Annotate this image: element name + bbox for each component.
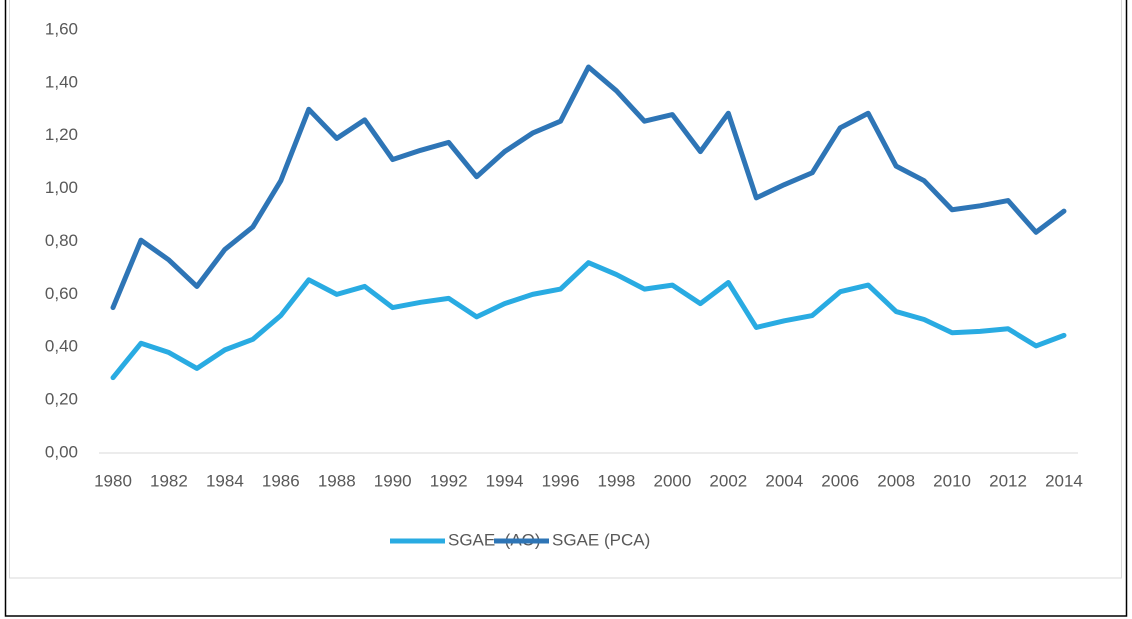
x-tick-label: 2004 <box>765 471 803 490</box>
legend-label: SGAE (PCA) <box>552 530 650 549</box>
y-tick-label: 1,00 <box>45 178 78 197</box>
x-tick-label: 2000 <box>653 471 691 490</box>
x-tick-label: 1986 <box>262 471 300 490</box>
x-tick-label: 2008 <box>877 471 915 490</box>
x-tick-label: 1990 <box>374 471 412 490</box>
x-tick-label: 1998 <box>598 471 636 490</box>
y-tick-label: 0,00 <box>45 442 78 461</box>
x-tick-label: 1994 <box>486 471 524 490</box>
x-tick-label: 2012 <box>989 471 1027 490</box>
y-tick-label: 1,20 <box>45 125 78 144</box>
y-tick-label: 0,40 <box>45 337 78 356</box>
x-tick-label: 1996 <box>542 471 580 490</box>
y-tick-label: 0,60 <box>45 284 78 303</box>
x-tick-label: 2010 <box>933 471 971 490</box>
y-tick-label: 0,80 <box>45 231 78 250</box>
y-tick-label: 1,60 <box>45 19 78 38</box>
series-line <box>110 260 1067 381</box>
y-tick-label: 0,20 <box>45 390 78 409</box>
series-line <box>110 64 1067 311</box>
chart-area <box>9 0 1122 579</box>
y-tick-label: 1,40 <box>45 72 78 91</box>
x-tick-label: 1992 <box>430 471 468 490</box>
x-tick-label: 1988 <box>318 471 356 490</box>
outer-frame <box>4 0 1128 617</box>
x-tick-label: 1980 <box>94 471 132 490</box>
x-tick-label: 2006 <box>821 471 859 490</box>
x-tick-label: 1982 <box>150 471 188 490</box>
x-tick-label: 2014 <box>1045 471 1083 490</box>
x-tick-label: 1984 <box>206 471 244 490</box>
x-tick-label: 2002 <box>709 471 747 490</box>
